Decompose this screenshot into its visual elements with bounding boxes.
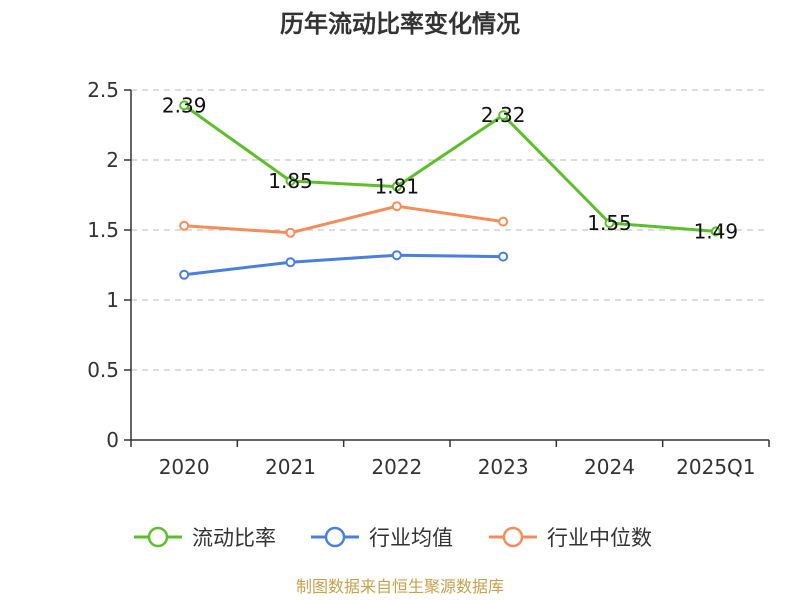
y-tick-label: 2 <box>106 148 119 172</box>
data-labels: 2.39 1.85 1.81 2.32 1.55 1.49 <box>162 93 738 243</box>
y-tick-label: 2.5 <box>87 78 119 102</box>
legend-item[interactable]: 行业中位数 <box>489 526 652 550</box>
x-tick-label: 2022 <box>371 455 422 479</box>
data-point[interactable] <box>179 269 190 280</box>
data-point[interactable] <box>391 181 402 192</box>
source-note: 制图数据来自恒生聚源数据库 <box>296 577 504 596</box>
data-point[interactable] <box>391 201 402 212</box>
data-point[interactable] <box>498 110 509 121</box>
chart-title: 历年流动比率变化情况 <box>280 10 520 38</box>
data-point[interactable] <box>285 176 296 186</box>
legend-label: 行业均值 <box>369 526 453 550</box>
data-label: 2.32 <box>481 103 526 127</box>
legend-marker <box>324 526 346 548</box>
legend-marker <box>147 526 169 548</box>
y-tick-label: 1.5 <box>87 218 119 242</box>
data-point[interactable] <box>179 100 190 111</box>
data-point[interactable] <box>710 226 721 237</box>
series-layer <box>179 100 721 280</box>
x-tick-label: 2020 <box>159 455 210 479</box>
data-label: 1.81 <box>375 175 420 199</box>
x-tick-label: 2023 <box>478 455 529 479</box>
data-point[interactable] <box>391 250 402 261</box>
data-point[interactable] <box>285 227 296 238</box>
data-point[interactable] <box>498 216 509 227</box>
data-label: 1.55 <box>587 211 632 235</box>
legend-item[interactable]: 流动比率 <box>134 526 276 550</box>
series-line <box>182 103 718 233</box>
data-point[interactable] <box>498 251 509 262</box>
grid <box>131 89 769 371</box>
data-label: 1.49 <box>694 219 739 243</box>
legend-item[interactable]: 行业均值 <box>311 526 453 550</box>
legend-label: 行业中位数 <box>547 526 652 550</box>
y-tick-label: 0 <box>106 428 119 452</box>
data-point[interactable] <box>179 220 190 231</box>
y-axis: 0 0.5 1 1.5 2 2.5 <box>87 78 132 452</box>
series-line <box>182 204 505 235</box>
legend-marker <box>502 526 524 548</box>
legend[interactable]: 流动比率 行业均值 行业中位数 <box>134 526 652 550</box>
y-tick-label: 0.5 <box>87 358 119 382</box>
series-line <box>182 253 505 277</box>
x-tick-label: 2024 <box>584 455 635 479</box>
data-point[interactable] <box>285 257 296 268</box>
x-tick-label: 2021 <box>265 455 316 479</box>
y-tick-label: 1 <box>106 288 119 312</box>
data-point[interactable] <box>604 218 615 228</box>
x-tick-label: 2025Q1 <box>676 455 755 479</box>
data-label: 1.85 <box>268 169 313 193</box>
x-axis: 2020 2021 2022 2023 2024 2025Q1 <box>130 439 770 479</box>
legend-label: 流动比率 <box>192 526 276 550</box>
data-label: 2.39 <box>162 93 207 117</box>
